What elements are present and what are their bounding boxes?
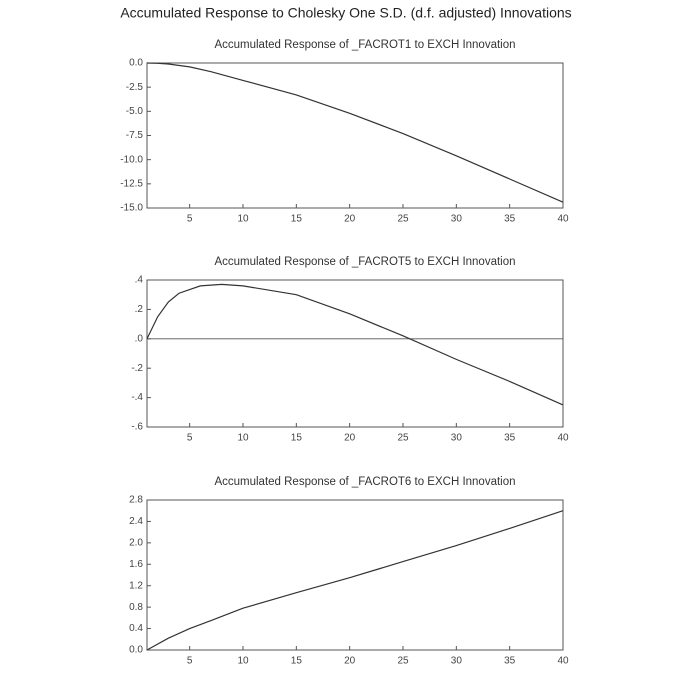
x-tick-label: 35 (504, 433, 516, 444)
chart-page: Accumulated Response to Cholesky One S.D… (0, 0, 692, 681)
chart-title: Accumulated Response of _FACROT5 to EXCH… (214, 256, 515, 268)
x-tick-label: 5 (187, 656, 193, 667)
y-tick-label: -5.0 (126, 106, 144, 117)
y-tick-label: -.4 (131, 392, 143, 403)
x-tick-label: 15 (291, 656, 303, 667)
x-tick-label: 20 (344, 214, 356, 225)
x-tick-label: 25 (397, 214, 409, 225)
y-tick-label: -12.5 (120, 178, 143, 189)
y-tick-label: 2.0 (129, 537, 143, 548)
y-tick-label: 0.0 (129, 58, 143, 69)
x-tick-label: 20 (344, 656, 356, 667)
plot-frame (147, 500, 563, 650)
y-tick-label: -10.0 (120, 154, 143, 165)
x-tick-label: 30 (451, 433, 463, 444)
x-tick-label: 40 (557, 214, 569, 225)
y-tick-label: 0.8 (129, 602, 143, 613)
x-tick-label: 20 (344, 433, 356, 444)
x-tick-label: 35 (504, 656, 516, 667)
y-tick-label: 1.6 (129, 559, 143, 570)
plot-frame (147, 280, 563, 427)
y-tick-label: -.2 (131, 363, 143, 374)
x-tick-label: 30 (451, 656, 463, 667)
x-tick-label: 15 (291, 214, 303, 225)
y-tick-label: -7.5 (126, 130, 144, 141)
y-tick-label: -2.5 (126, 82, 144, 93)
y-tick-label: -15.0 (120, 203, 143, 214)
y-tick-label: 0.4 (129, 623, 143, 634)
x-tick-label: 40 (557, 656, 569, 667)
x-tick-label: 10 (237, 433, 249, 444)
plot-frame (147, 63, 563, 208)
chart-title: Accumulated Response of _FACROT6 to EXCH… (214, 476, 515, 488)
response-line (147, 63, 563, 202)
x-tick-label: 10 (237, 214, 249, 225)
y-tick-label: 1.2 (129, 580, 143, 591)
x-tick-label: 30 (451, 214, 463, 225)
y-tick-label: -.6 (131, 422, 143, 433)
y-tick-label: 2.8 (129, 495, 143, 506)
y-tick-label: .4 (135, 275, 144, 286)
page-title: Accumulated Response to Cholesky One S.D… (120, 5, 571, 21)
x-tick-label: 10 (237, 656, 249, 667)
response-line (147, 511, 563, 650)
response-line (147, 284, 563, 405)
y-tick-label: .2 (135, 304, 144, 315)
x-tick-label: 5 (187, 214, 193, 225)
y-tick-label: 2.4 (129, 516, 143, 527)
x-tick-label: 35 (504, 214, 516, 225)
y-tick-label: .0 (135, 333, 144, 344)
x-tick-label: 5 (187, 433, 193, 444)
x-tick-label: 25 (397, 433, 409, 444)
y-tick-label: 0.0 (129, 645, 143, 656)
chart-title: Accumulated Response of _FACROT1 to EXCH… (214, 39, 515, 51)
x-tick-label: 40 (557, 433, 569, 444)
x-tick-label: 25 (397, 656, 409, 667)
x-tick-label: 15 (291, 433, 303, 444)
